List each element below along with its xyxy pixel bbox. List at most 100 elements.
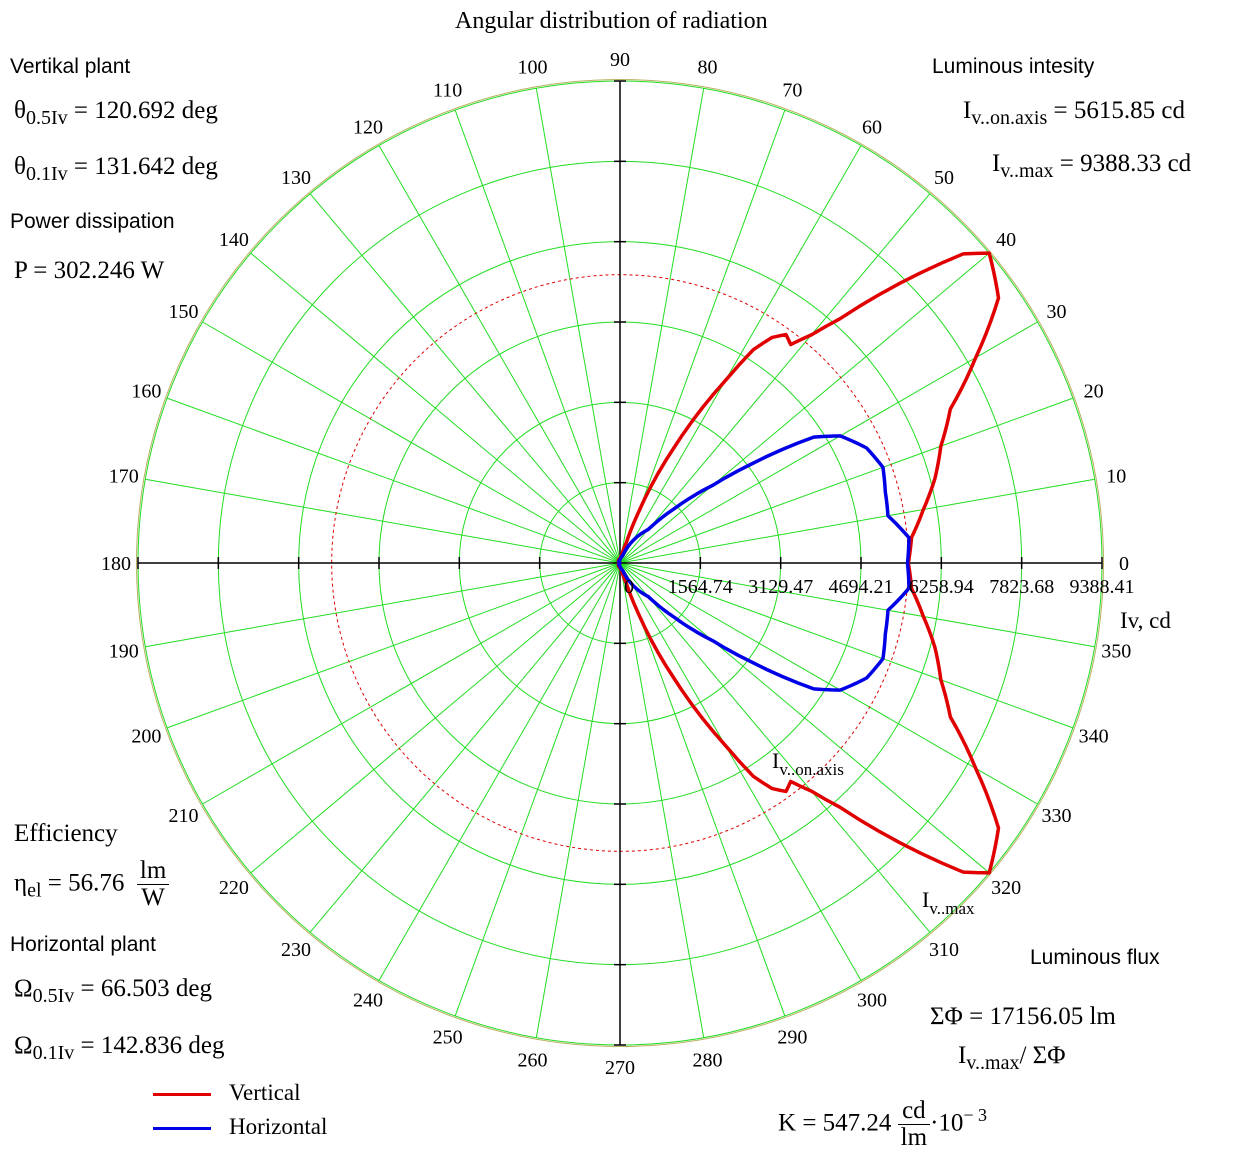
ratio-expression: Iv..max/ ΣΦ	[958, 1042, 1066, 1074]
angle-label: 320	[991, 877, 1021, 899]
angle-label: 50	[934, 167, 954, 189]
legend-horizontal: Horizontal	[153, 1114, 327, 1140]
series-layer	[616, 251, 1001, 875]
grid-spoke	[535, 88, 621, 564]
angle-label: 330	[1042, 805, 1072, 827]
chart-title: Angular distribution of radiation	[455, 8, 768, 34]
grid-spoke	[619, 562, 786, 1017]
grid-spoke	[378, 145, 621, 564]
angle-label: 200	[131, 725, 161, 747]
omega-05-equation: Ω0.5Iv = 66.503 deg	[14, 975, 212, 1007]
flux-equation: ΣΦ = 17156.05 lm	[930, 1003, 1116, 1030]
grid-spoke	[202, 321, 621, 564]
legend-vertical-swatch	[153, 1093, 211, 1097]
angle-label: 250	[433, 1027, 463, 1049]
angle-label: 90	[610, 49, 630, 71]
annotation-max: Iv..max	[922, 887, 975, 918]
grid-spoke	[378, 562, 621, 981]
radial-tick-label: 6258.94	[909, 576, 974, 598]
radial-tick-label: 7823.68	[989, 576, 1054, 598]
grid-spoke	[619, 562, 990, 874]
angle-label: 70	[782, 79, 802, 101]
angle-label: 170	[109, 466, 139, 488]
grid-spoke	[619, 88, 705, 564]
angle-label: 30	[1047, 301, 1067, 323]
eta-equation: ηel = 56.76 lm W	[14, 857, 170, 912]
grid-spoke	[619, 252, 990, 564]
grid-spoke	[166, 397, 621, 564]
angle-label: 150	[169, 301, 199, 323]
radial-tick-label: 4694.21	[829, 576, 894, 598]
iv-max-equation: Iv..max = 9388.33 cd	[992, 150, 1192, 182]
angle-label: 210	[169, 805, 199, 827]
grid-spoke	[166, 562, 621, 729]
angle-label: 190	[109, 641, 139, 663]
angle-label: 80	[698, 57, 718, 79]
angle-label: 290	[777, 1027, 807, 1049]
grid-spoke	[619, 562, 862, 981]
luminous-intensity-header: Luminous intesity	[932, 55, 1095, 78]
radial-tick-label: 9388.41	[1070, 576, 1135, 598]
grid-spoke	[619, 145, 862, 564]
vertical-plant-header: Vertikal plant	[10, 55, 131, 78]
grid-spoke	[454, 562, 621, 1017]
legend-vertical: Vertical	[153, 1080, 301, 1106]
grid-spoke	[619, 321, 1038, 564]
radial-tick-label: 3129.47	[748, 576, 813, 598]
annotation-on-axis: Iv..on.axis	[772, 748, 844, 779]
angle-label: 40	[996, 229, 1016, 251]
angle-label: 20	[1084, 381, 1104, 403]
iv-on-axis-equation: Iv..on.axis = 5615.85 cd	[963, 97, 1185, 129]
label-layer: 0 10 20 30 40 50 60 70 80 90 100 110 120 130 140 150 160…	[101, 49, 1171, 1079]
grid-spoke	[250, 562, 621, 874]
series-horizontal	[617, 434, 911, 692]
angle-label: 350	[1101, 641, 1131, 663]
angle-label: 230	[281, 939, 311, 961]
angle-label: 120	[353, 117, 383, 139]
grid-spoke	[619, 397, 1074, 564]
radial-tick-label: 0	[624, 576, 634, 598]
grid-spoke	[250, 252, 621, 564]
omega-01-equation: Ω0.1Iv = 142.836 deg	[14, 1032, 225, 1064]
angle-label: 260	[518, 1049, 548, 1071]
grid-spoke	[145, 562, 621, 648]
angle-label: 310	[929, 939, 959, 961]
grid-spoke	[619, 562, 1074, 729]
legend-horizontal-swatch	[153, 1127, 211, 1131]
theta-05-equation: θ0.5Iv = 120.692 deg	[14, 97, 218, 129]
horizontal-plant-header: Horizontal plant	[10, 933, 156, 956]
grid-spoke	[619, 109, 786, 564]
angle-label: 180	[101, 553, 131, 575]
angle-label: 160	[131, 381, 161, 403]
angle-label: 280	[693, 1049, 723, 1071]
power-equation: P = 302.246 W	[14, 257, 165, 284]
grid-spoke	[619, 562, 931, 933]
luminous-flux-header: Luminous flux	[1030, 946, 1160, 969]
grid-spoke	[619, 193, 931, 564]
angle-label: 130	[281, 167, 311, 189]
grid-spoke	[619, 478, 1095, 564]
angle-label: 220	[219, 877, 249, 899]
angle-label: 110	[433, 79, 462, 101]
theta-01-equation: θ0.1Iv = 131.642 deg	[14, 153, 218, 185]
grid-spoke	[145, 478, 621, 564]
grid-spoke	[535, 562, 621, 1038]
angle-label: 60	[862, 117, 882, 139]
angle-label: 140	[219, 229, 249, 251]
grid-spoke	[619, 562, 1095, 648]
outer-boundary	[136, 79, 1104, 1047]
radial-axis-label: Iv, cd	[1120, 608, 1171, 633]
angle-label: 100	[518, 57, 548, 79]
angle-label: 270	[605, 1057, 635, 1079]
grid-spoke	[309, 193, 621, 564]
efficiency-header: Efficiency	[14, 820, 118, 847]
radial-tick-label: 1564.74	[668, 576, 733, 598]
angle-label: 10	[1106, 466, 1126, 488]
angle-label: 240	[353, 990, 383, 1012]
grid-spoke	[202, 562, 621, 805]
power-dissipation-header: Power dissipation	[10, 210, 175, 233]
angle-label: 300	[857, 990, 887, 1012]
angle-label: 0	[1119, 553, 1129, 575]
grid-spoke	[309, 562, 621, 933]
